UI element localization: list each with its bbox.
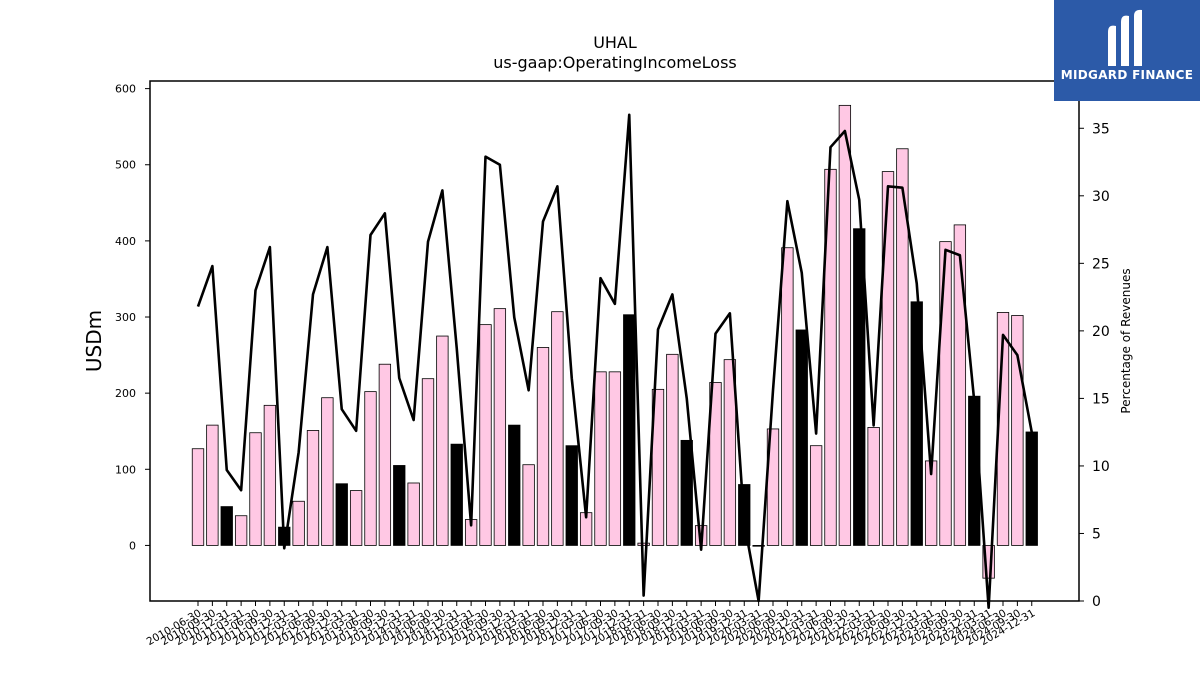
bar-2019-06-30 <box>709 382 722 546</box>
y2-tick-label: 25 <box>1092 256 1110 272</box>
bar-2021-03-31 <box>809 445 823 546</box>
y2-tick-label: 35 <box>1092 121 1110 137</box>
bar-2023-06-30 <box>939 241 952 546</box>
bar-2010-09-30 <box>206 424 219 546</box>
bar-2022-12-31 <box>910 301 923 546</box>
bar-2016-09-30 <box>551 311 564 546</box>
y-axis-left: 0 100 200 300 400 500 600 <box>115 83 150 552</box>
bar-2016-06-30 <box>536 347 550 546</box>
bar-2011-09-30 <box>263 404 277 546</box>
y2-tick-label: 10 <box>1092 459 1110 475</box>
y-tick-label: 100 <box>115 463 136 476</box>
bar-2010-12-31 <box>220 506 233 546</box>
bar-2011-03-31 <box>234 515 248 546</box>
y2-axis-label: Percentage of Revenues <box>1119 268 1133 413</box>
y2-tick-label: 20 <box>1092 324 1110 340</box>
bar-2012-09-30 <box>321 397 334 546</box>
brand-logo-text: MIDGARD FINANCE <box>1060 68 1194 82</box>
bar-2014-09-30 <box>436 335 449 546</box>
line-series <box>196 113 1034 610</box>
bar-series <box>191 104 1038 579</box>
bar-2013-06-30 <box>364 391 377 546</box>
bar-2020-09-30 <box>781 247 794 546</box>
y-tick-label: 0 <box>129 539 136 552</box>
bar-2013-12-31 <box>393 465 406 546</box>
bar-2016-03-31 <box>522 464 535 546</box>
bar-2015-12-31 <box>508 424 521 546</box>
y-axis-right: 0 5 10 15 20 25 30 35 <box>1079 121 1110 610</box>
percentage-line <box>196 113 1034 610</box>
bar-2010-06-30 <box>191 448 205 546</box>
y2-tick-label: 30 <box>1092 189 1110 205</box>
chart-subtitle: us-gaap:OperatingIncomeLoss <box>493 53 737 72</box>
bar-2017-09-30 <box>608 371 622 546</box>
bar-2015-09-30 <box>493 308 507 546</box>
bar-2013-09-30 <box>378 363 392 546</box>
y2-tick-label: 15 <box>1092 391 1110 407</box>
y-tick-label: 300 <box>115 311 136 324</box>
bar-2016-12-31 <box>565 445 578 546</box>
bar-2024-12-31 <box>1025 431 1038 546</box>
bar-2015-06-30 <box>479 324 492 546</box>
bar-2017-12-31 <box>623 314 636 546</box>
bar-2021-09-30 <box>838 104 852 546</box>
bar-2022-06-30 <box>881 171 895 546</box>
chart-title: UHAL <box>593 33 637 52</box>
bar-2018-09-30 <box>666 353 679 546</box>
bar-2022-03-31 <box>867 427 880 546</box>
y-tick-label: 400 <box>115 235 136 248</box>
bar-2017-06-30 <box>594 371 607 546</box>
bar-2024-09-30 <box>1011 315 1024 546</box>
bar-2014-06-30 <box>421 378 435 546</box>
x-axis: 2010-06-302010-09-302010-12-312011-03-31… <box>145 601 1037 648</box>
bar-2012-03-31 <box>292 500 305 546</box>
y-tick-label: 600 <box>115 83 136 96</box>
y2-tick-label: 0 <box>1092 594 1101 610</box>
bar-2018-03-31 <box>637 542 650 546</box>
bar-2012-06-30 <box>306 430 320 546</box>
bar-2019-09-30 <box>723 359 737 546</box>
bar-2014-12-31 <box>450 443 463 546</box>
bar-2020-03-31 <box>752 545 765 547</box>
bar-2013-03-31 <box>349 490 363 546</box>
bar-2014-03-31 <box>407 482 420 546</box>
bar-2022-09-30 <box>896 148 909 546</box>
y-axis-label: USDm <box>82 310 106 372</box>
brand-logo: MIDGARD FINANCE <box>1054 0 1200 101</box>
bar-2012-12-31 <box>335 483 348 546</box>
bar-2018-12-31 <box>680 439 693 546</box>
bar-2018-06-30 <box>651 388 665 546</box>
midgard-logo-icon <box>1108 9 1142 67</box>
bar-2011-06-30 <box>249 432 262 546</box>
bar-2023-09-30 <box>953 224 967 546</box>
y-tick-label: 200 <box>115 387 136 400</box>
bar-2021-12-31 <box>853 228 866 546</box>
y-tick-label: 500 <box>115 159 136 172</box>
bar-2020-12-31 <box>795 329 808 546</box>
bar-2024-03-31 <box>982 545 995 579</box>
y2-tick-label: 5 <box>1092 526 1101 542</box>
